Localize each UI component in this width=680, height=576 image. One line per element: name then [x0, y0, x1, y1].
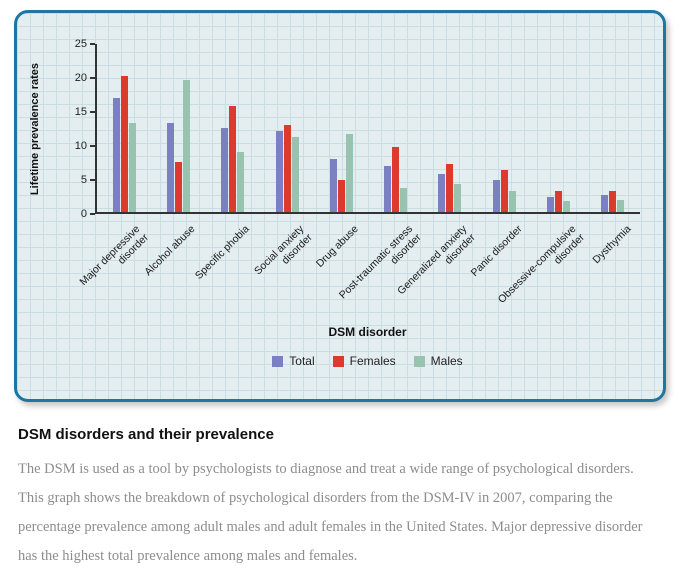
y-tick-label: 10 [74, 140, 87, 152]
y-tick: 20 [75, 72, 95, 84]
bar-group [477, 44, 531, 212]
bar-group [368, 44, 422, 212]
y-tick-label: 20 [74, 72, 87, 84]
legend: Total Females Males [95, 354, 640, 368]
y-tick-mark [90, 77, 95, 79]
y-tick-mark [90, 111, 95, 113]
y-tick-label: 0 [80, 208, 87, 220]
chart-panel: Lifetime prevalence rates 0 5 10 15 20 25 Maj… [14, 10, 666, 402]
x-axis-title: DSM disorder [328, 325, 407, 339]
bar-total [438, 173, 446, 212]
legend-swatch [272, 355, 284, 367]
bar-females [174, 161, 182, 212]
bar-females [120, 76, 128, 212]
y-tick-mark [90, 179, 95, 181]
y-tick: 5 [81, 174, 95, 186]
bar-males [345, 134, 353, 212]
bar-total [275, 130, 283, 212]
caption-body: The DSM is used as a tool by psychologis… [18, 461, 643, 564]
x-category-cell: Drug abuse [313, 216, 368, 320]
y-tick-mark [90, 43, 95, 45]
bar-group [314, 44, 368, 212]
y-tick-mark [90, 145, 95, 147]
bar-total [112, 98, 120, 212]
bar-males [400, 187, 408, 212]
bar-total [547, 196, 555, 212]
legend-label: Males [430, 354, 463, 368]
x-category-cell: Alcohol abuse [142, 216, 205, 320]
legend-item-females: Females [332, 354, 396, 368]
x-category-cell: Major depressive disorder [78, 216, 152, 320]
bar-males [182, 80, 190, 212]
bar-group [206, 44, 260, 212]
legend-item-males: Males [413, 354, 463, 368]
legend-label: Total [289, 354, 315, 368]
y-tick: 25 [75, 38, 95, 50]
x-category-cell: Obsessive-compulsive disorder [496, 216, 587, 320]
figure-caption: DSM disorders and their prevalence The D… [18, 426, 658, 571]
bar-males [291, 137, 299, 212]
x-category-label: Panic disorder [468, 223, 525, 279]
bar-group [531, 44, 585, 212]
bar-group [151, 44, 205, 212]
x-category-cell: Dysthymia [586, 216, 641, 320]
bar-total [492, 180, 500, 212]
x-category-cell: Generalized anxiety disorder [396, 216, 479, 320]
bar-females [283, 124, 291, 212]
x-axis-labels: Major depressive disorder Alcohol abuse Sp… [78, 216, 641, 320]
bar-males [237, 152, 245, 212]
y-tick-mark [90, 213, 95, 215]
x-category-label: Drug abuse [313, 223, 361, 270]
x-category-label: Alcohol abuse [142, 223, 198, 279]
bar-males [617, 199, 625, 212]
bar-group [586, 44, 640, 212]
bar-females [555, 191, 563, 212]
bar-females [229, 105, 237, 212]
bar-group [260, 44, 314, 212]
bar-males [454, 183, 462, 212]
bar-total [329, 158, 337, 212]
y-axis-ticks: 0 5 10 15 20 25 [17, 38, 95, 220]
y-tick: 0 [81, 208, 95, 220]
bar-females [609, 191, 617, 212]
bar-total [166, 123, 174, 212]
y-tick-label: 25 [74, 38, 87, 50]
x-category-cell: Specific phobia [193, 216, 259, 320]
bar-males [128, 123, 136, 212]
bar-total [601, 195, 609, 212]
bar-females [337, 179, 345, 212]
y-tick: 15 [75, 106, 95, 118]
x-category-label: Dysthymia [590, 223, 634, 267]
bar-males [563, 201, 571, 212]
legend-label: Females [349, 354, 396, 368]
x-category-label: Major depressive disorder [77, 223, 152, 289]
page: Lifetime prevalence rates 0 5 10 15 20 25 Maj… [0, 10, 680, 571]
legend-item-total: Total [272, 354, 315, 368]
bar-females [500, 170, 508, 212]
legend-swatch [332, 355, 344, 367]
x-category-cell: Social anxiety disorder [252, 216, 315, 320]
x-category-label: Social anxiety disorder [251, 223, 315, 278]
plot-area [95, 44, 640, 214]
y-tick: 10 [75, 140, 95, 152]
bar-females [392, 146, 400, 212]
bar-males [508, 191, 516, 212]
bar-group [423, 44, 477, 212]
caption-title: DSM disorders and their prevalence [18, 426, 274, 443]
y-tick-label: 5 [80, 174, 87, 186]
bar-total [384, 166, 392, 212]
bar-females [446, 164, 454, 212]
y-tick-label: 15 [74, 106, 87, 118]
bar-group [97, 44, 151, 212]
x-category-cell: Post-traumatic stress disorder [337, 216, 424, 320]
legend-swatch [413, 355, 425, 367]
bar-total [221, 128, 229, 212]
